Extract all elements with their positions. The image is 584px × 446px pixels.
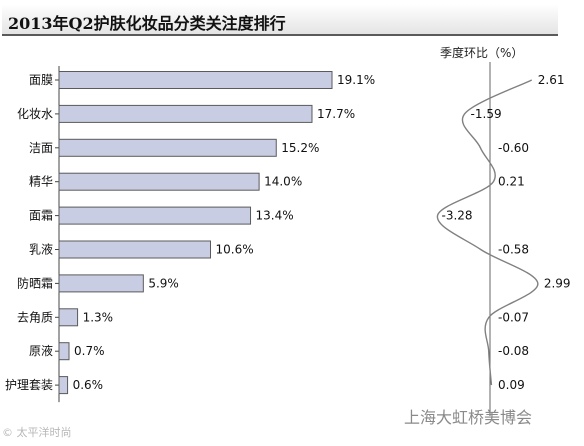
bar-value-label: 1.3%	[83, 310, 114, 324]
bar-value-label: 13.4%	[256, 209, 294, 223]
category-label: 护理套装	[5, 378, 53, 392]
bar-value-label: 14.0%	[264, 175, 302, 189]
category-label: 面膜	[29, 73, 53, 87]
category-label: 精华	[29, 175, 53, 189]
category-label: 原液	[29, 343, 53, 358]
category-label: 洁面	[29, 141, 53, 155]
category-label: 防晒霜	[17, 275, 53, 290]
bar	[58, 376, 69, 395]
bar	[58, 308, 79, 327]
bar	[58, 172, 260, 191]
qoq-value-label: -1.59	[471, 107, 502, 121]
qoq-value-label: 0.21	[498, 175, 525, 189]
qoq-line	[436, 79, 539, 386]
qoq-value-label: 2.99	[544, 276, 571, 290]
bar-value-label: 0.6%	[73, 378, 104, 392]
qoq-value-label: 0.09	[498, 378, 525, 392]
bar-value-label: 10.6%	[216, 243, 254, 257]
bar-value-label: 5.9%	[148, 276, 179, 290]
qoq-value-label: -0.08	[498, 344, 529, 358]
bar	[58, 206, 252, 225]
qoq-value-label: -3.28	[442, 209, 473, 223]
qoq-value-label: -0.60	[498, 141, 529, 155]
bar-value-label: 0.7%	[74, 344, 105, 358]
bar-value-label: 19.1%	[337, 73, 375, 87]
bar	[58, 104, 313, 123]
bar-value-label: 17.7%	[317, 107, 355, 121]
bar	[58, 71, 333, 89]
category-label: 乳液	[29, 242, 53, 257]
title-bar: 2013年Q2护肤化妆品分类关注度排行	[2, 4, 558, 36]
bar-value-label: 15.2%	[281, 141, 319, 155]
chart-title: 2013年Q2护肤化妆品分类关注度排行	[8, 14, 286, 33]
bar	[58, 240, 212, 259]
category-label: 去角质	[17, 310, 53, 324]
bar	[58, 274, 144, 293]
qoq-value-label: -0.07	[498, 310, 529, 324]
qoq-value-label: -0.58	[498, 243, 529, 257]
bar	[58, 138, 277, 157]
source-watermark: © 太平洋时尚	[2, 426, 72, 439]
qoq-header: 季度环比（%）	[440, 46, 524, 60]
wechat-watermark: 上海大虹桥美博会	[404, 408, 533, 427]
qoq-value-label: 2.61	[538, 73, 565, 87]
category-label: 面霜	[29, 209, 53, 223]
bar	[58, 342, 70, 361]
category-label: 化妆水	[17, 107, 53, 121]
